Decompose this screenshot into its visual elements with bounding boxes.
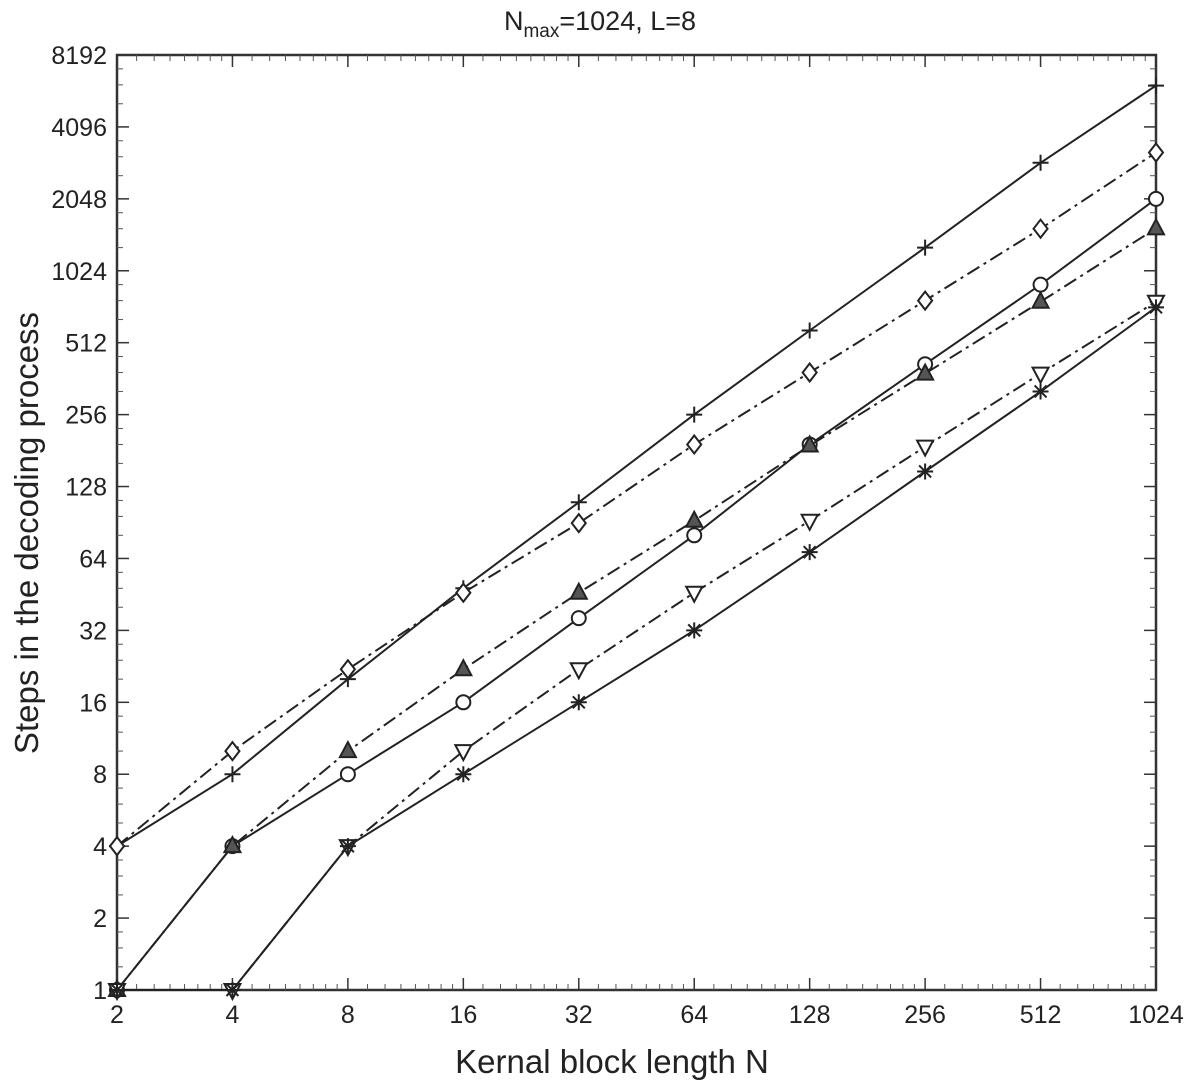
y-tick-label: 2: [93, 905, 107, 933]
x-tick-label: 4: [225, 1001, 239, 1029]
x-tick-label: 16: [449, 1001, 477, 1029]
y-tick-label: 1: [93, 977, 107, 1005]
x-tick-label: 8: [341, 1001, 355, 1029]
triangle-up-marker: [569, 581, 589, 600]
triangle-down-marker: [569, 662, 589, 681]
triangle-down-marker: [800, 513, 820, 532]
triangle-down-marker: [453, 744, 473, 763]
asterisk-marker: [1148, 299, 1164, 316]
plus-marker: [801, 322, 818, 339]
series-asterisk: [109, 299, 1164, 998]
plus-marker: [570, 494, 587, 511]
diamond-marker: [455, 582, 472, 604]
y-tick-label: 128: [65, 474, 107, 502]
series-plus: [109, 77, 1164, 855]
asterisk-marker: [1032, 383, 1049, 400]
plus-marker: [1032, 154, 1049, 171]
diamond-marker: [108, 835, 126, 857]
triangle-up-marker: [915, 362, 935, 381]
triangle-up-marker: [800, 434, 820, 453]
x-tick-labels: 2 4 8 16 32 64 128 256 512 1024: [110, 1001, 1184, 1029]
y-tick-label: 64: [79, 545, 107, 573]
plus-marker: [686, 406, 703, 423]
x-tick-label: 32: [565, 1001, 593, 1029]
asterisk-marker: [570, 694, 587, 711]
y-tick-label: 8: [93, 761, 107, 789]
diamond-marker: [801, 361, 818, 384]
diamond-marker: [570, 512, 588, 534]
x-tick-label: 1024: [1128, 1001, 1184, 1029]
major-ticks: [116, 54, 1157, 991]
y-tick-label: 512: [65, 330, 107, 358]
series-line: [117, 300, 1157, 991]
asterisk-marker: [339, 838, 356, 855]
triangle-up-marker: [222, 835, 243, 854]
circle-marker: [455, 694, 472, 711]
plus-marker: [1148, 77, 1164, 94]
plot-area: [115, 53, 1158, 992]
y-axis-label: Steps in the decoding process: [8, 312, 45, 754]
y-tick-label: 16: [79, 689, 107, 717]
circle-marker: [1032, 276, 1049, 293]
y-tick-labels: 1 2 4 8 16 32 64 128 256 512 1024 2048 4096 8192: [51, 42, 107, 1005]
triangle-up-marker: [338, 739, 358, 759]
chart-title: Nmax=1024, L=8: [504, 6, 696, 42]
series-line: [116, 151, 1157, 847]
asterisk-marker: [455, 766, 472, 783]
plus-marker: [917, 239, 934, 256]
diamond-marker: [916, 289, 934, 312]
triangle-up-marker: [684, 509, 704, 528]
series-layer: [107, 77, 1166, 1002]
circle-marker: [339, 766, 356, 783]
diamond-marker: [339, 658, 357, 680]
y-tick-label: 2048: [51, 186, 107, 214]
series-triangle-down: [107, 294, 1166, 1002]
chart-title-rest: =1024, L=8: [559, 6, 696, 36]
asterisk-marker: [686, 622, 703, 639]
circle-marker: [570, 610, 587, 627]
diamond-marker: [1147, 141, 1165, 164]
series-circle: [109, 190, 1164, 998]
asterisk-marker: [801, 544, 818, 561]
triangle-down-marker: [915, 439, 935, 458]
x-tick-label: 256: [904, 1001, 946, 1029]
asterisk-marker: [109, 982, 125, 998]
chart-title-main: N: [504, 6, 524, 36]
x-axis-label: Kernal block length N: [455, 1043, 769, 1080]
series-line: [116, 84, 1157, 848]
y-tick-label: 1024: [51, 258, 107, 286]
triangle-up-marker: [1030, 290, 1051, 309]
series-line: [116, 197, 1157, 991]
series-line: [116, 227, 1157, 991]
series-line: [117, 306, 1157, 991]
diamond-marker: [224, 740, 241, 762]
diamond-marker: [685, 433, 703, 456]
chart-title-subscript: max: [523, 21, 559, 42]
triangle-down-marker: [684, 585, 704, 604]
y-tick-label: 256: [65, 402, 107, 430]
triangle-down-marker: [1030, 366, 1051, 385]
circle-marker: [686, 527, 703, 544]
plus-marker: [224, 766, 241, 783]
asterisk-marker: [917, 463, 934, 480]
x-tick-label: 2: [110, 1001, 124, 1029]
asterisk-marker: [224, 982, 241, 998]
triangle-up-marker: [453, 658, 473, 677]
triangle-up-marker: [1146, 217, 1166, 236]
x-tick-label: 512: [1020, 1001, 1062, 1029]
x-tick-label: 64: [680, 1001, 708, 1029]
y-tick-label: 8192: [51, 42, 107, 70]
minor-ticks: [117, 55, 1156, 990]
y-tick-label: 4096: [51, 114, 107, 142]
series-triangle-up: [107, 217, 1166, 997]
y-tick-label: 4: [93, 833, 107, 861]
series-diamond: [108, 141, 1165, 857]
y-tick-label: 32: [79, 617, 107, 645]
diamond-marker: [1032, 218, 1049, 240]
circle-marker: [1148, 190, 1164, 207]
x-tick-label: 128: [789, 1001, 831, 1029]
